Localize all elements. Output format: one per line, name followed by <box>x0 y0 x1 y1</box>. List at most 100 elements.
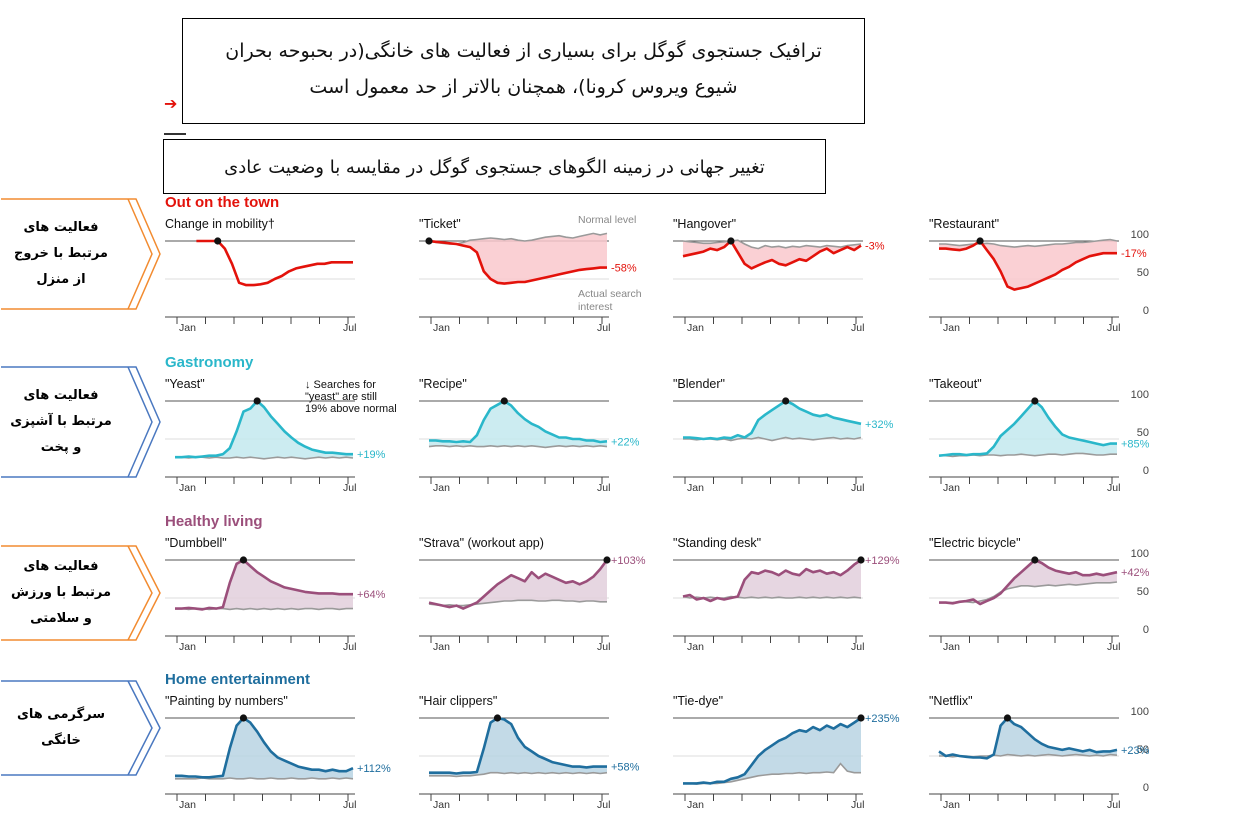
peak-marker <box>425 237 433 245</box>
row-title: Out on the town <box>165 194 279 211</box>
y-tick-label: 0 <box>1143 624 1149 636</box>
series-actual <box>175 558 353 611</box>
series-normal <box>428 444 608 449</box>
series-normal <box>682 595 862 599</box>
panel-label: "Yeast" <box>165 377 205 391</box>
series-actual <box>175 716 354 779</box>
series-fill <box>429 560 607 609</box>
x-tick-label: Jul <box>597 641 610 653</box>
x-tick-label: Jan <box>687 799 704 811</box>
y-tick-label: 100 <box>1131 706 1149 718</box>
x-tick-label: Jan <box>433 482 450 494</box>
peak-marker <box>857 556 865 564</box>
header-rule <box>164 133 186 135</box>
x-tick-label: Jan <box>687 322 704 334</box>
x-tick-label: Jul <box>597 322 610 334</box>
series-actual <box>196 239 353 287</box>
series-actual <box>938 716 1118 760</box>
row-title: Gastronomy <box>165 354 254 371</box>
panel-label: "Electric bicycle" <box>929 536 1021 550</box>
panel-label: "Dumbbell" <box>165 536 227 550</box>
peak-marker <box>239 556 248 564</box>
x-tick-label: Jul <box>851 482 864 494</box>
peak-marker <box>727 237 735 245</box>
end-value-label: -17% <box>1121 248 1147 260</box>
x-tick-label: Jul <box>851 641 864 653</box>
series-normal <box>939 581 1118 604</box>
x-tick-label: Jul <box>343 482 356 494</box>
series-actual <box>429 716 607 775</box>
panel-label: "Hair clippers" <box>419 694 497 708</box>
annotation-actual: Actual search <box>578 288 642 300</box>
series-fill <box>175 401 353 459</box>
series-actual <box>682 239 862 270</box>
peak-marker <box>857 714 865 722</box>
y-tick-label: 0 <box>1143 782 1149 794</box>
peak-marker <box>976 237 984 245</box>
x-tick-label: Jan <box>687 482 704 494</box>
series-actual <box>682 558 862 603</box>
series-actual <box>428 239 607 285</box>
series-actual <box>939 558 1118 606</box>
y-tick-label: 50 <box>1137 267 1149 279</box>
side-label-text: فعالیت های مرتبط با خروج از منزل <box>14 220 108 287</box>
series-fill <box>429 401 607 448</box>
end-value-label: +112% <box>357 763 391 775</box>
panel-label: "Hangover" <box>673 217 736 231</box>
y-tick-label: 100 <box>1131 389 1149 401</box>
annotation-normal: Normal level <box>578 214 636 226</box>
series-actual <box>428 559 609 610</box>
side-label-2: فعالیت های مرتبط با ورزش و سلامتی <box>0 545 165 641</box>
x-tick-label: Jan <box>179 482 196 494</box>
end-value-label: +235% <box>865 713 900 725</box>
x-tick-label: Jul <box>851 799 864 811</box>
series-fill <box>939 401 1117 457</box>
x-tick-label: Jan <box>687 641 704 653</box>
x-tick-label: Jul <box>343 641 356 653</box>
x-tick-label: Jul <box>1107 799 1120 811</box>
peak-marker <box>1003 714 1012 722</box>
y-tick-label: 100 <box>1131 548 1149 560</box>
series-actual <box>939 239 1117 291</box>
x-tick-label: Jan <box>433 322 450 334</box>
x-tick-label: Jan <box>433 799 450 811</box>
y-tick-label: 100 <box>1131 229 1149 241</box>
panel-label: "Takeout" <box>929 377 982 391</box>
peak-marker <box>603 556 611 564</box>
side-label-text: فعالیت های مرتبط با آشپزی و پخت <box>10 388 112 455</box>
peak-marker <box>493 714 502 722</box>
red-arrow-icon: ➔ <box>164 94 178 113</box>
peak-marker <box>500 397 508 405</box>
end-value-label: +22% <box>611 436 640 448</box>
series-normal <box>429 771 608 778</box>
x-tick-label: Jul <box>343 799 356 811</box>
side-label-0: فعالیت های مرتبط با خروج از منزل <box>0 198 165 310</box>
panel-label: "Restaurant" <box>929 217 999 231</box>
x-tick-label: Jan <box>179 641 196 653</box>
series-fill <box>175 718 353 779</box>
x-tick-label: Jan <box>943 482 960 494</box>
y-tick-label: 0 <box>1143 305 1149 317</box>
series-fill <box>939 239 1117 290</box>
page-subtitle: تغییر جهانی در زمینه الگوهای جستجوی گوگل… <box>163 139 826 194</box>
x-tick-label: Jul <box>597 799 610 811</box>
x-tick-label: Jul <box>343 322 356 334</box>
series-actual <box>683 716 862 785</box>
peak-marker <box>214 237 222 245</box>
end-value-label: -3% <box>865 241 885 253</box>
side-label-3: سرگرمی های خانگی <box>0 680 165 776</box>
x-tick-label: Jul <box>1107 641 1120 653</box>
panel-label: "Blender" <box>673 377 725 391</box>
panel-label: "Ticket" <box>419 217 461 231</box>
panel-label: "Netflix" <box>929 694 973 708</box>
peak-marker <box>1031 556 1039 564</box>
series-fill <box>939 560 1117 605</box>
row-title: Home entertainment <box>165 671 310 688</box>
x-tick-label: Jul <box>851 322 864 334</box>
x-tick-label: Jul <box>1107 322 1120 334</box>
page-title: ترافیک جستجوی گوگل برای بسیاری از فعالیت… <box>182 18 865 124</box>
row-title: Healthy living <box>165 513 263 530</box>
end-value-label: -58% <box>611 263 637 275</box>
end-value-label: +32% <box>865 419 894 431</box>
series-fill <box>175 560 353 610</box>
